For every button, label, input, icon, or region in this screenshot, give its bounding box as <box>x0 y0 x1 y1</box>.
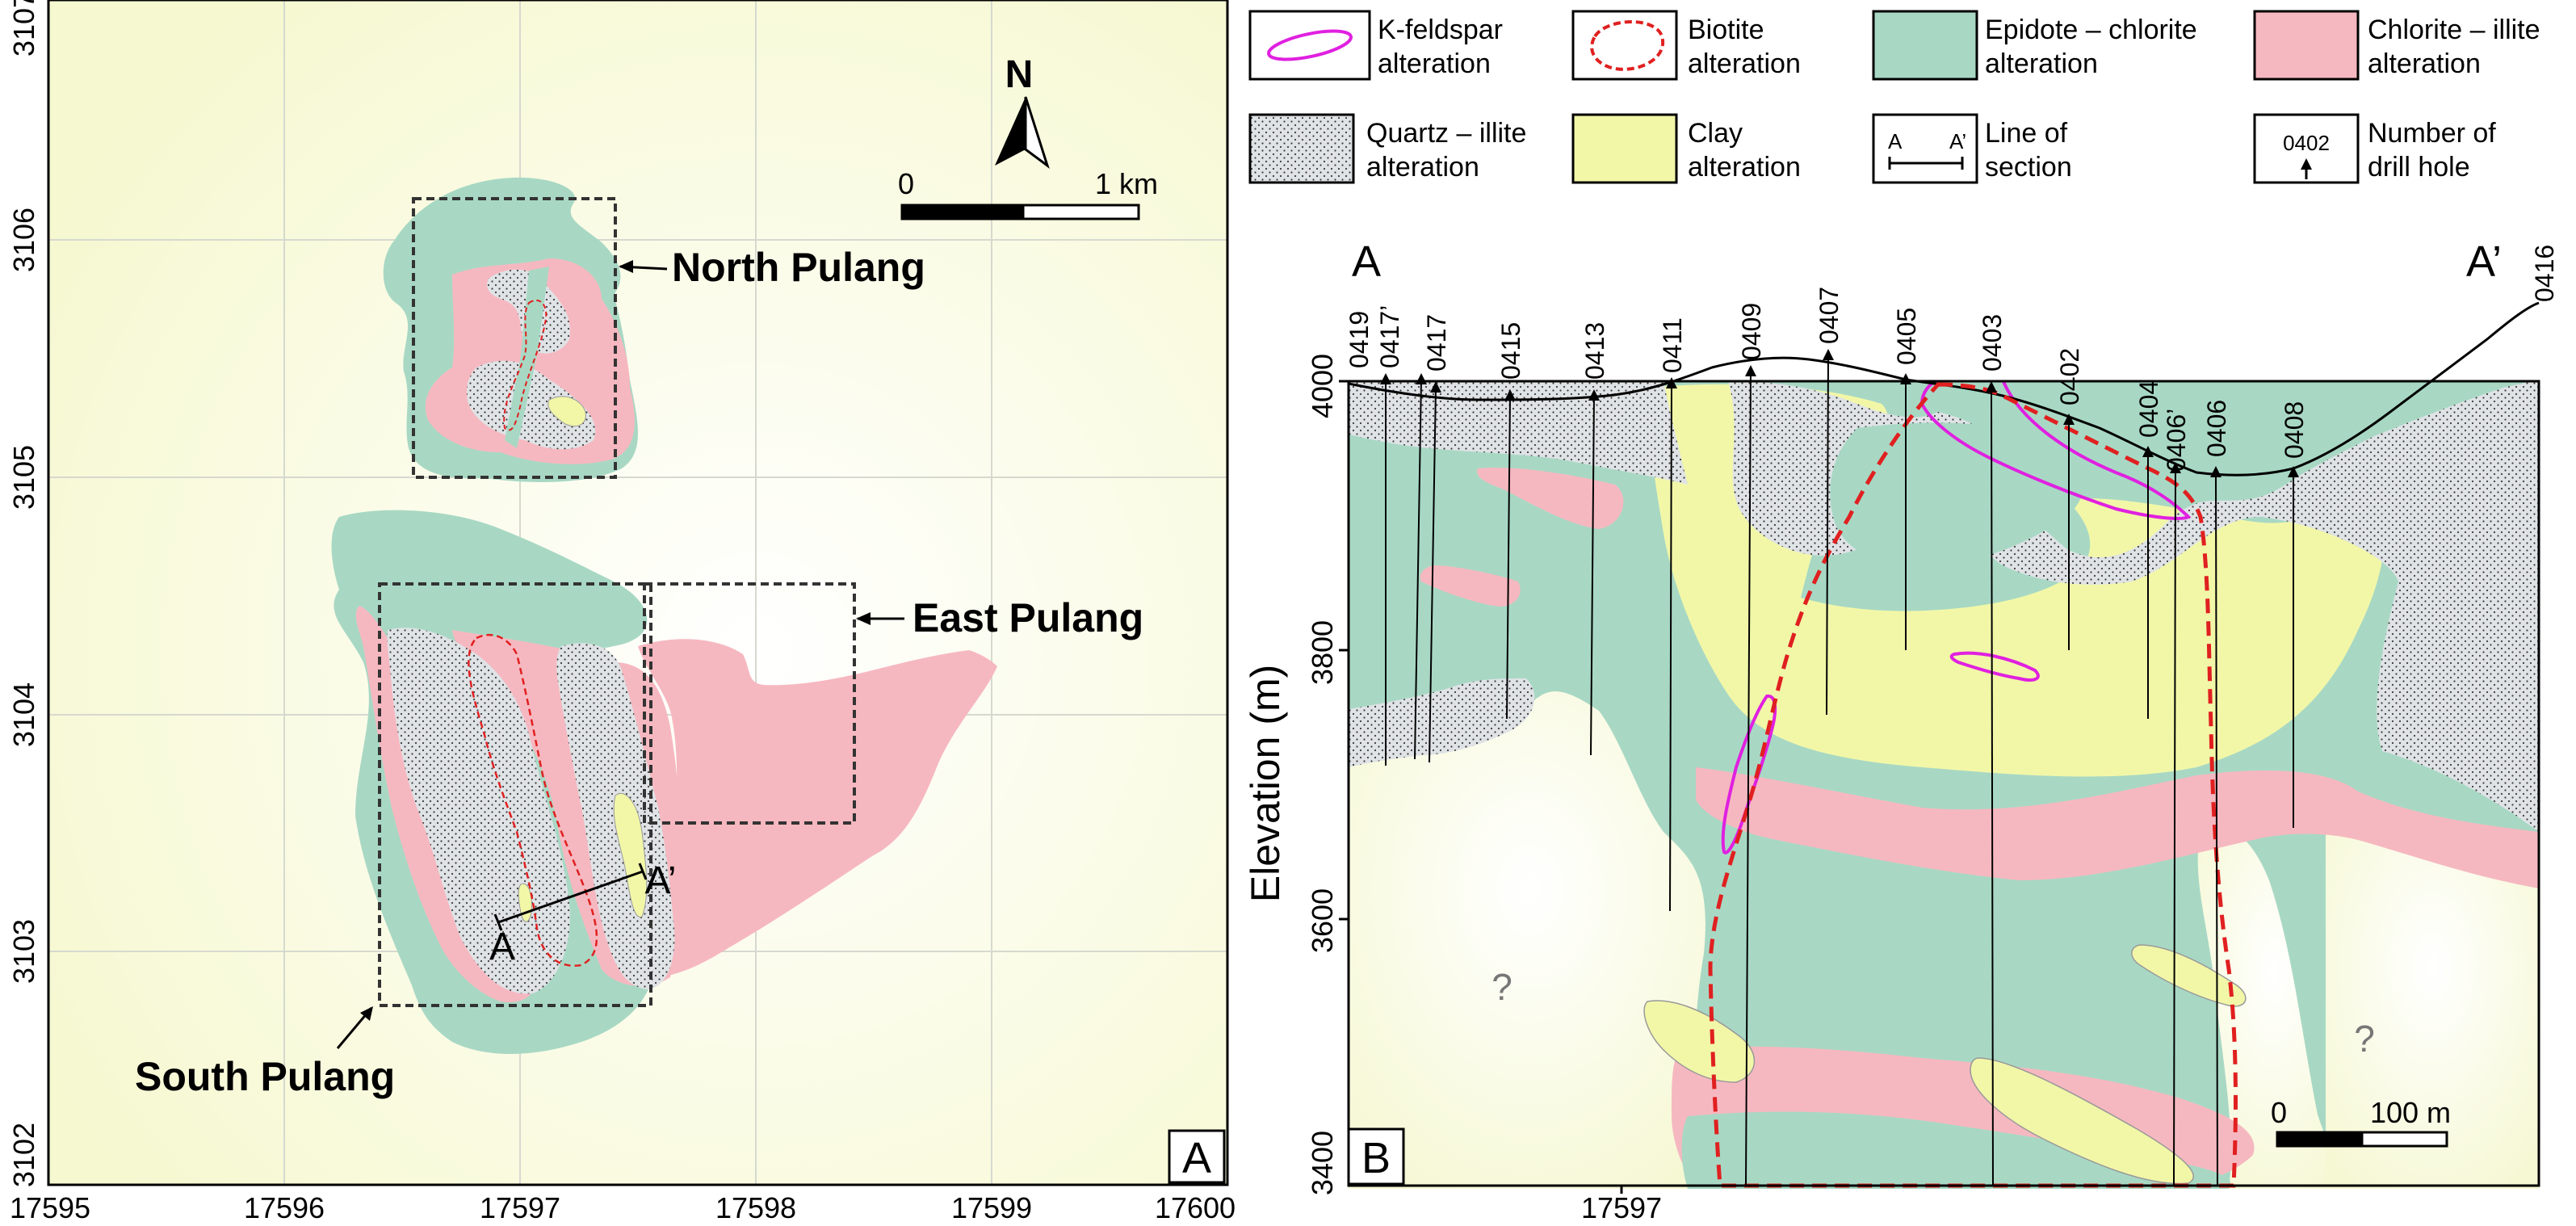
legend-label: Chlorite – illite <box>2368 15 2540 45</box>
drill-hole-label: 0402 <box>2055 348 2084 405</box>
legend-label: alteration <box>1688 152 1801 183</box>
section-y-axis: 4000 3800 3600 3400 <box>1306 354 1349 1195</box>
map-scale-bar: 0 1 km <box>898 167 1158 220</box>
y-tick: 3103 <box>7 919 40 984</box>
drill-hole-label: 0404 <box>2134 380 2163 438</box>
y-tick: 3600 <box>1306 888 1339 953</box>
south-east-pulang-deposit <box>331 510 997 1054</box>
cross-section-panel: 0419 0417’ 0417 0415 0413 0411 0409 0407… <box>1243 237 2559 1224</box>
unknown-marker: ? <box>2354 1018 2375 1060</box>
legend-label: Line of <box>1985 118 2068 149</box>
legend-label: alteration <box>1378 48 1491 79</box>
north-pulang-label: North Pulang <box>672 245 925 290</box>
legend-label: section <box>1985 152 2072 183</box>
drill-hole-label: 0415 <box>1496 322 1525 380</box>
section-x-tick: 17597 <box>1581 1191 1662 1224</box>
x-tick: 17597 <box>480 1191 560 1224</box>
section-panel-letter: B <box>1361 1134 1391 1182</box>
east-pulang-box <box>643 582 856 825</box>
legend-sample-hole: 0402 <box>2283 131 2330 155</box>
legend-label: alteration <box>2368 48 2481 79</box>
x-tick: 17596 <box>244 1191 325 1224</box>
drill-hole-label: 0403 <box>1978 314 2007 372</box>
legend-label: alteration <box>1366 152 1479 183</box>
drill-hole-label: 0419 <box>1345 311 1374 368</box>
north-label: N <box>1005 53 1034 96</box>
map-panel: N 0 1 km North Pulang East Pulang South … <box>7 0 1236 1224</box>
legend-label: Epidote – chlorite <box>1985 15 2197 45</box>
east-pulang-label: East Pulang <box>913 595 1143 640</box>
drill-hole-label: 0407 <box>1815 287 1844 344</box>
map-scale-zero: 0 <box>898 167 914 200</box>
y-tick: 3102 <box>7 1123 40 1187</box>
x-tick: 17595 <box>10 1191 90 1224</box>
north-arrow-icon: N <box>995 53 1050 169</box>
y-tick: 4000 <box>1306 354 1339 418</box>
section-scale-label: 100 m <box>2370 1096 2451 1129</box>
legend: K-feldspar alteration Biotite alteration… <box>1248 10 2540 184</box>
legend-label: alteration <box>1985 48 2098 79</box>
legend-item-line-of-section: A A’ Line of section <box>1872 113 2072 184</box>
drill-hole-label: 0413 <box>1580 322 1609 380</box>
map-panel-letter: A <box>1182 1134 1211 1182</box>
drill-holes <box>1385 355 2294 1186</box>
section-scale-zero: 0 <box>2271 1096 2287 1129</box>
x-tick: 17600 <box>1155 1191 1236 1224</box>
north-pulang-box <box>412 197 617 479</box>
legend-label: alteration <box>1688 48 1801 79</box>
y-tick: 3106 <box>7 208 40 272</box>
drill-hole-label: 0417’ <box>1375 305 1404 368</box>
y-tick: 3800 <box>1306 620 1339 685</box>
map-section-a-prime: A’ <box>644 859 676 902</box>
map-x-axis: 17595 17596 17597 17598 17599 17600 <box>10 1191 1236 1224</box>
y-tick: 3105 <box>7 445 40 510</box>
drill-hole-label: 0408 <box>2280 401 2309 459</box>
map-scale-label: 1 km <box>1095 167 1158 200</box>
north-pulang-deposit <box>383 177 638 482</box>
south-pulang-label: South Pulang <box>135 1054 395 1099</box>
map-section-a: A <box>489 926 515 968</box>
legend-label: drill hole <box>2368 152 2470 183</box>
legend-sample-a: A <box>1888 129 1903 153</box>
legend-item-clay: Clay alteration <box>1571 113 1801 184</box>
legend-label: Number of <box>2368 118 2496 149</box>
legend-item-drill-hole: 0402 Number of drill hole <box>2253 113 2496 184</box>
drill-hole-labels: 0419 0417’ 0417 0415 0413 0411 0409 0407… <box>1345 245 2559 472</box>
section-line-a-a-prime <box>493 863 648 931</box>
legend-label: Biotite <box>1688 15 1764 45</box>
section-frame <box>1347 380 2540 1187</box>
y-tick: 3107 <box>7 0 40 57</box>
legend-item-k-feldspar: K-feldspar alteration <box>1248 10 1503 81</box>
legend-label: Clay <box>1688 118 1743 149</box>
legend-item-epidote-chlorite: Epidote – chlorite alteration <box>1872 10 2197 81</box>
y-tick: 3400 <box>1306 1131 1339 1195</box>
legend-item-quartz-illite: Quartz – illite alteration <box>1248 113 1526 184</box>
unknown-marker: ? <box>1491 966 1512 1008</box>
legend-sample-a-prime: A’ <box>1949 129 1966 153</box>
drill-hole-label: 0409 <box>1737 303 1766 360</box>
drill-hole-label: 0417 <box>1422 314 1451 372</box>
x-tick: 17598 <box>715 1191 796 1224</box>
section-scale-bar: 0 100 m <box>2271 1096 2451 1148</box>
drill-hole-label: 0406’ <box>2162 409 2191 472</box>
section-ylabel: Elevation (m) <box>1243 665 1288 903</box>
drill-hole-label: 0406 <box>2202 400 2231 457</box>
legend-label: Quartz – illite <box>1366 118 1526 149</box>
x-tick: 17599 <box>951 1191 1032 1224</box>
section-end-a-prime: A’ <box>2466 237 2502 286</box>
map-y-axis: 3107 3106 3105 3104 3103 3102 <box>7 0 40 1187</box>
drill-hole-label: 0416 <box>2530 245 2559 302</box>
drill-hole-label: 0405 <box>1892 308 1921 365</box>
y-tick: 3104 <box>7 682 40 747</box>
section-end-a: A <box>1352 237 1381 286</box>
drill-hole-label: 0411 <box>1658 317 1687 373</box>
legend-item-chlorite-illite: Chlorite – illite alteration <box>2253 10 2540 81</box>
map-frame <box>47 0 1229 1186</box>
south-pulang-box <box>378 582 652 1007</box>
legend-item-biotite: Biotite alteration <box>1571 10 1801 81</box>
legend-label: K-feldspar <box>1378 15 1503 45</box>
